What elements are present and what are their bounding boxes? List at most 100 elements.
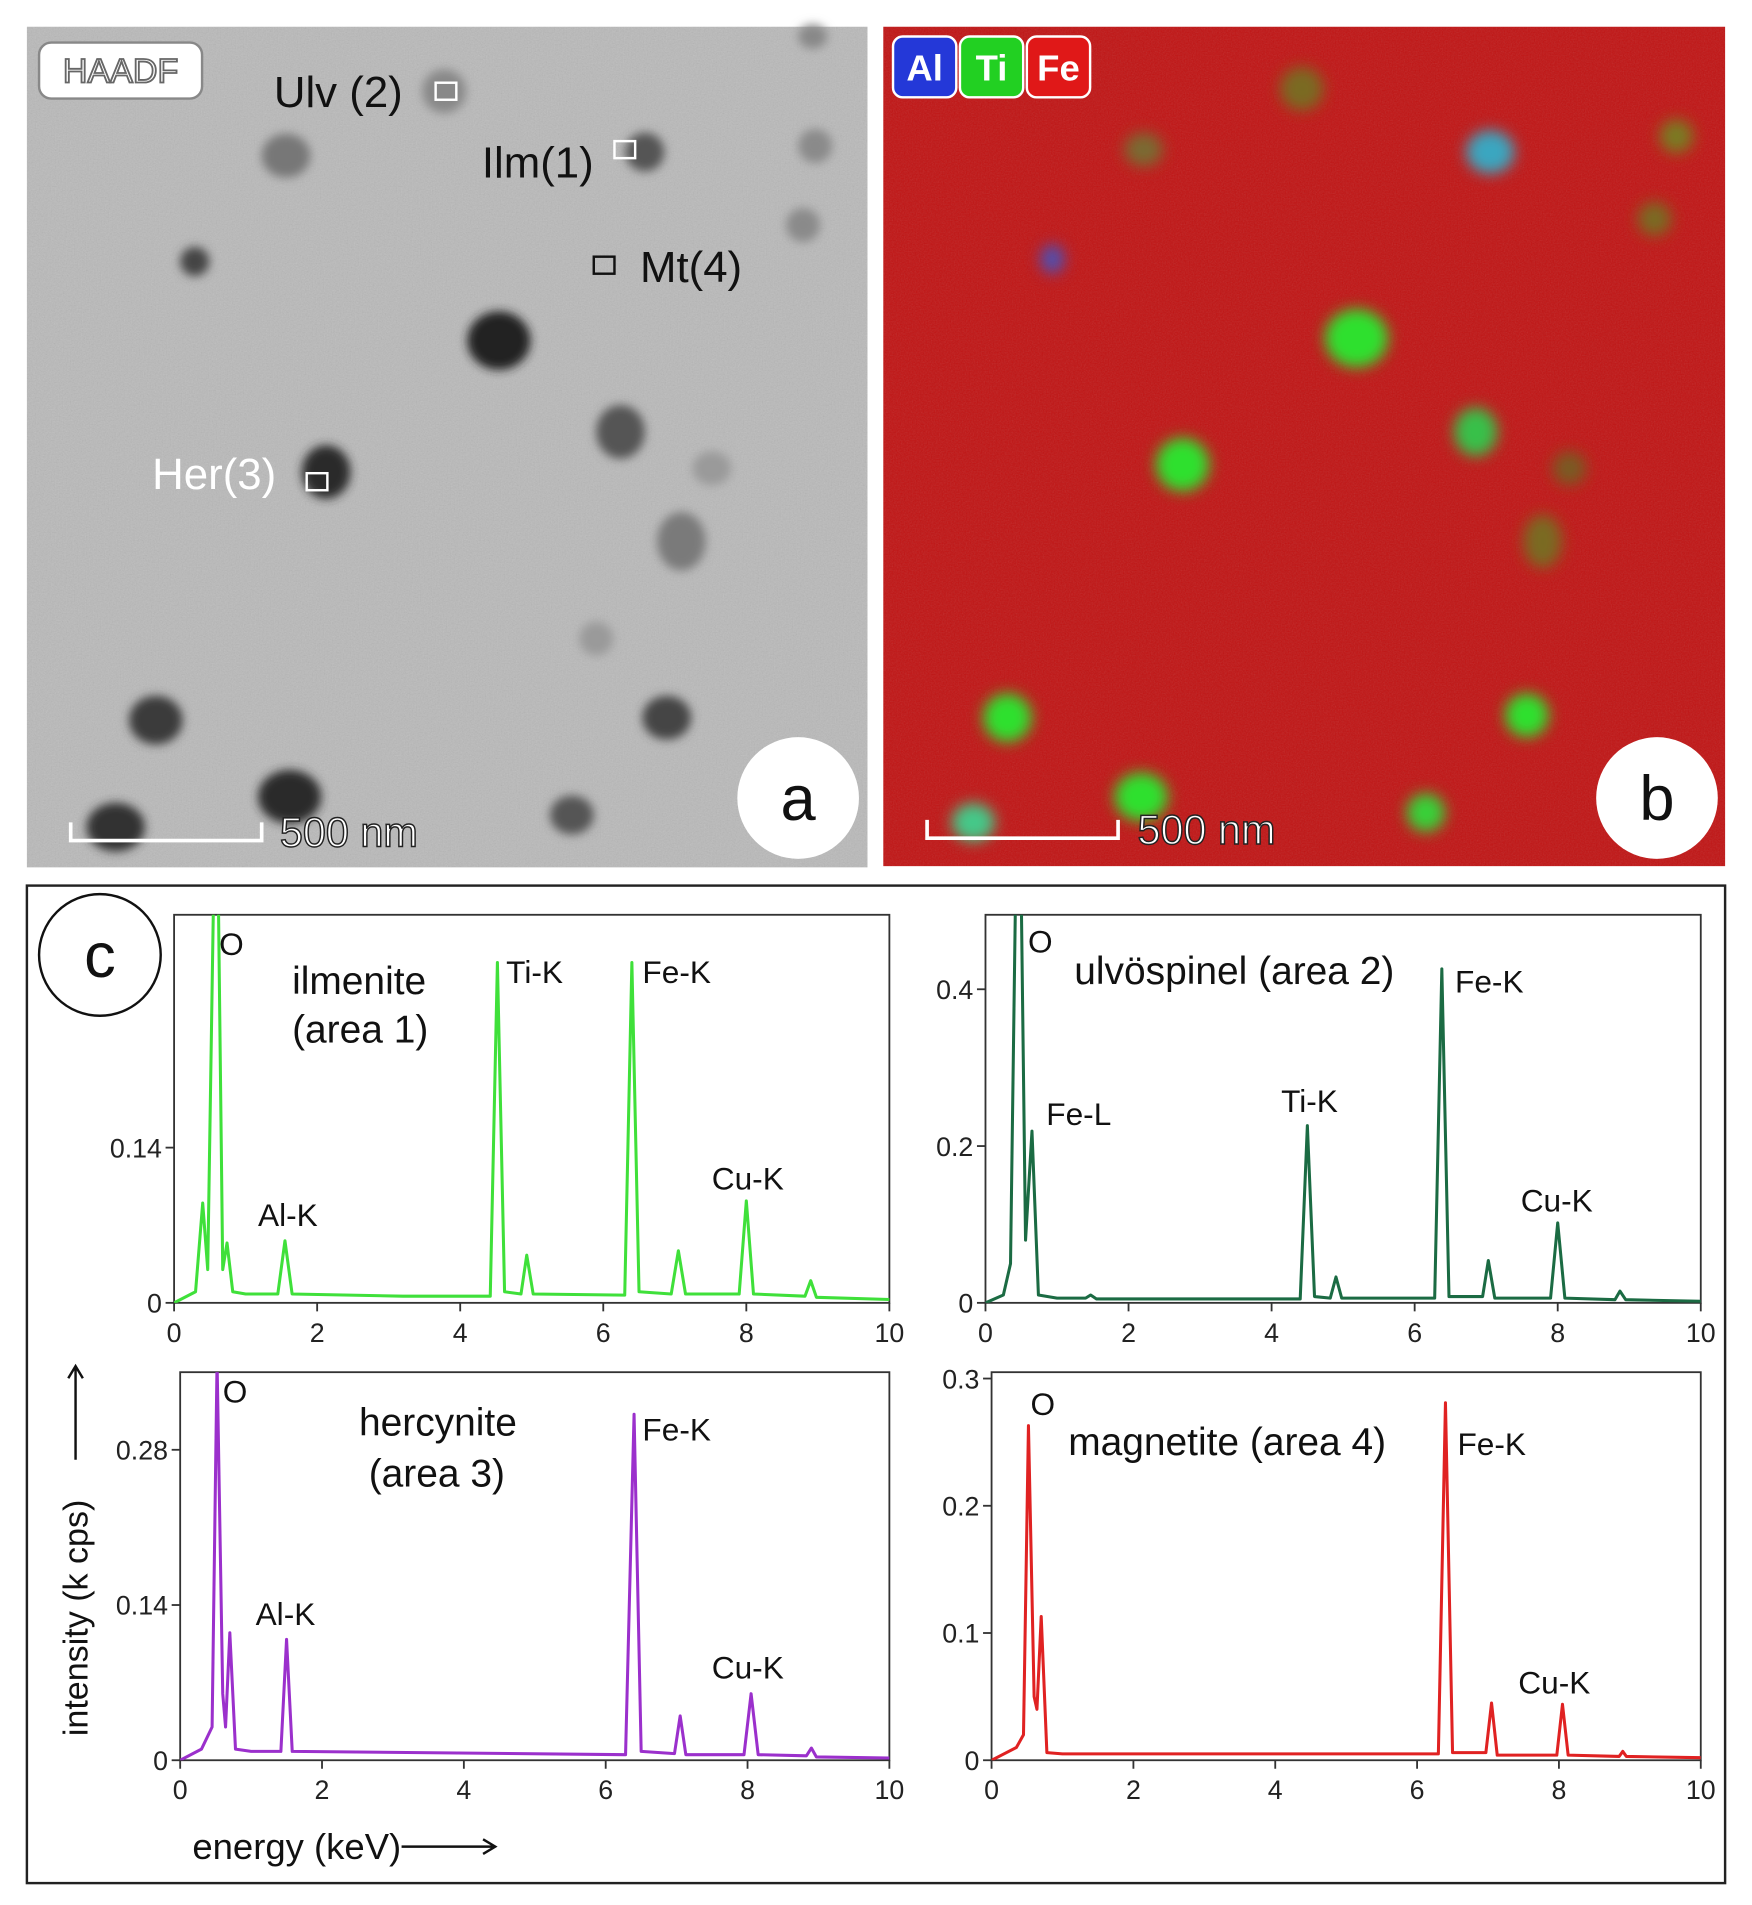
y-tick-label: 0.14	[110, 1133, 162, 1163]
spectrum-chart: 0 0.14 0 2 4 6 8 10 ilmenite (area 1) O Al-K Ti-K Fe-…	[110, 913, 904, 1348]
channel-badge	[891, 35, 958, 99]
panel-frame	[25, 884, 1727, 1885]
panel-label-circle	[737, 737, 859, 859]
panel-a: HAADF Ulv (2) Ilm(1) Mt(4) Her(3) 500 nm…	[26, 24, 868, 868]
peak-label: Cu-K	[1521, 1183, 1593, 1219]
x-axis-label: energy (keV)	[192, 1826, 401, 1867]
panel-label: a	[781, 764, 817, 834]
y-tick-label: 0.14	[116, 1591, 168, 1621]
spectrum-title: ilmenite	[292, 960, 426, 1003]
x-tick-label: 8	[740, 1775, 755, 1805]
x-tick-label: 10	[874, 1775, 904, 1805]
spectrum-title: magnetite (area 4)	[1068, 1421, 1386, 1464]
area-label: Her(3)	[152, 450, 276, 499]
scale-label: 500 nm	[1138, 807, 1276, 853]
x-tick-label: 6	[1410, 1775, 1425, 1805]
peak-label: O	[1028, 924, 1053, 960]
spectrum-title: hercynite	[359, 1401, 517, 1444]
area-box	[434, 81, 458, 101]
area-label: Ulv (2)	[274, 68, 403, 117]
spectrum-line	[174, 914, 890, 1303]
peak-label: Fe-K	[642, 954, 711, 990]
spectrum-title: (area 1)	[292, 1009, 428, 1052]
channel-name: Fe	[1037, 47, 1080, 88]
x-tick-label: 0	[167, 1318, 182, 1348]
x-tick-label: 4	[456, 1775, 471, 1805]
x-arrow	[401, 1838, 498, 1855]
panel-c: c intensity (k cps) energy (keV) 00.140 2…	[25, 884, 1727, 1885]
spectrum-line	[991, 1401, 1701, 1761]
area-box	[305, 471, 329, 492]
channel-badge	[1025, 35, 1092, 99]
spectrum-title: (area 3)	[369, 1453, 505, 1496]
y-arrow	[67, 1363, 84, 1460]
badge-box	[37, 41, 204, 100]
x-tick-label: 4	[1264, 1318, 1279, 1348]
spectrum-chart: 0 0.2 0.4 0 2 4 6 8 10 ulvöspinel (area 2) O Fe-L Ti…	[936, 913, 1716, 1348]
peak-label: O	[223, 1374, 248, 1410]
panel-label-circle	[1596, 737, 1718, 859]
peak-label: Ti-K	[1281, 1083, 1338, 1119]
spectrum-line	[985, 914, 1701, 1303]
peak-label: Cu-K	[712, 1650, 784, 1686]
x-tick-label: 0	[978, 1318, 993, 1348]
y-tick-label: 0.2	[942, 1492, 979, 1522]
y-tick-label: 0	[153, 1746, 168, 1776]
area-box	[613, 139, 637, 160]
x-tick-label: 10	[1686, 1318, 1716, 1348]
plot-frame	[179, 1371, 891, 1762]
x-tick-label: 6	[1407, 1318, 1422, 1348]
x-tick-label: 10	[1686, 1775, 1716, 1805]
spectrum-chart: 0 0.1 0.2 0.3 0 2 4 6 8 10 magnetite (area 4) O Fe-K…	[942, 1364, 1715, 1805]
y-tick-label: 0	[965, 1746, 980, 1776]
peak-label: Al-K	[256, 1596, 316, 1632]
spectrum-chart: 0 0.14 0.28 0 2 4 6 8 10 hercynite (area 3) O Al-K Fe…	[116, 1371, 904, 1805]
x-tick-label: 0	[984, 1775, 999, 1805]
panel-label-circle	[37, 892, 162, 1017]
x-tick-label: 4	[453, 1318, 468, 1348]
x-tick-label: 4	[1268, 1775, 1283, 1805]
y-tick-label: 0.2	[936, 1132, 973, 1162]
plot-frame	[984, 913, 1702, 1304]
area-label: Mt(4)	[640, 243, 742, 292]
x-tick-label: 2	[310, 1318, 325, 1348]
spectrum-title: ulvöspinel (area 2)	[1074, 950, 1394, 993]
y-tick-label: 0.4	[936, 975, 973, 1005]
x-tick-label: 2	[1121, 1318, 1136, 1348]
channel-name: Ti	[976, 47, 1008, 88]
y-axis-label: intensity (k cps)	[58, 1500, 96, 1736]
scale-label: 500 nm	[280, 810, 418, 856]
peak-label: Fe-K	[1455, 964, 1524, 1000]
spectrum-line	[180, 1372, 890, 1761]
y-tick-label: 0.28	[116, 1436, 168, 1466]
peak-label: Fe-L	[1046, 1096, 1111, 1132]
peak-label: O	[219, 926, 244, 962]
area-box	[592, 255, 616, 275]
x-tick-label: 2	[315, 1775, 330, 1805]
map-particles	[951, 66, 1694, 842]
x-tick-label: 0	[173, 1775, 188, 1805]
x-tick-label: 2	[1126, 1775, 1141, 1805]
y-tick-label: 0	[147, 1289, 162, 1319]
peak-label: Cu-K	[712, 1161, 784, 1197]
x-tick-label: 6	[598, 1775, 613, 1805]
channel-badge	[958, 35, 1025, 99]
scale-bar	[925, 819, 1120, 840]
x-tick-label: 6	[596, 1318, 611, 1348]
x-tick-label: 10	[874, 1318, 904, 1348]
peak-label: Cu-K	[1518, 1664, 1590, 1700]
x-tick-label: 8	[1550, 1318, 1565, 1348]
y-tick-label: 0.1	[942, 1619, 979, 1649]
peak-label: Fe-K	[1457, 1426, 1525, 1462]
peak-label: Ti-K	[506, 954, 563, 990]
channel-legend: Al Ti Fe	[891, 35, 1092, 99]
area-label: Ilm(1)	[482, 139, 594, 188]
scale-bar	[68, 822, 264, 843]
plot-frame	[990, 1371, 1702, 1762]
badge: HAADF	[63, 53, 178, 91]
y-tick-label: 0	[958, 1289, 973, 1319]
x-tick-label: 8	[739, 1318, 754, 1348]
peak-label: Fe-K	[642, 1411, 711, 1447]
